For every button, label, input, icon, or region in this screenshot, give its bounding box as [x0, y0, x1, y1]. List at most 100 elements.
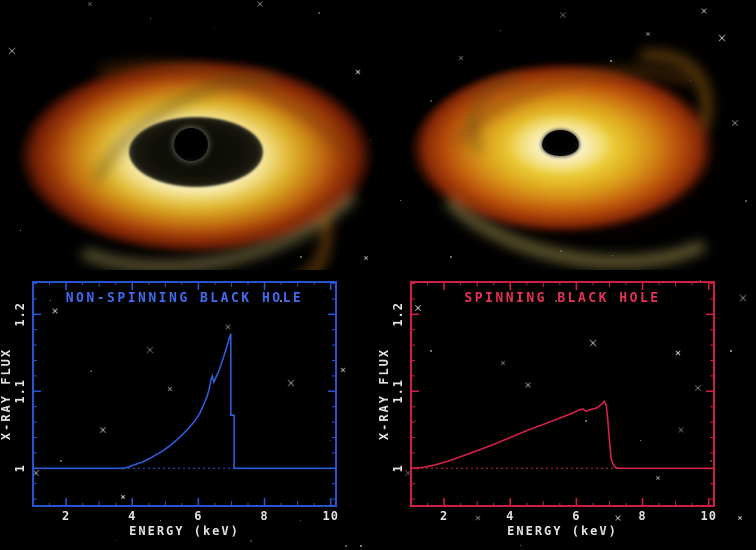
star-dot	[50, 300, 51, 301]
star-sparkle-icon	[88, 2, 93, 7]
star-dot	[20, 230, 21, 231]
star-dot	[160, 520, 161, 521]
nonspinning-spectrum-chart: 2 4 6 8 10 1 1.1 1.2 ENERGY (keV) X-RAY FLUX NON-S…	[0, 281, 338, 538]
star-sparkle-icon	[739, 294, 748, 303]
y-tick-label: 1.1	[391, 379, 405, 404]
x-tick-label: 10	[700, 509, 716, 523]
y-tick-label: 1	[13, 464, 27, 472]
star-dot	[710, 460, 712, 462]
star-dot	[730, 350, 732, 352]
star-sparkle-icon	[718, 34, 727, 43]
star-dot	[430, 100, 432, 102]
x-tick-label: 6	[194, 509, 202, 523]
spectrum-curve	[410, 399, 714, 470]
star-sparkle-icon	[99, 426, 107, 434]
star-dot	[360, 545, 362, 547]
star-sparkle-icon	[678, 427, 685, 434]
x-tick-label: 4	[128, 509, 136, 523]
star-sparkle-icon	[364, 256, 369, 261]
nonspinning-blackhole-illustration	[0, 0, 378, 270]
star-dot	[400, 200, 401, 201]
star-sparkle-icon	[355, 69, 361, 75]
star-sparkle-icon	[646, 32, 651, 37]
star-dot	[318, 12, 320, 14]
spectrum-curve	[33, 333, 336, 470]
x-tick-label: 6	[572, 509, 580, 523]
star-sparkle-icon	[589, 339, 598, 348]
star-sparkle-icon	[32, 469, 40, 477]
y-tick-label: 1.2	[13, 302, 27, 327]
star-dot	[150, 18, 151, 19]
star-sparkle-icon	[675, 350, 681, 356]
star-sparkle-icon	[287, 379, 296, 388]
x-tick-label: 8	[260, 509, 268, 523]
star-dot	[470, 300, 471, 301]
x-axis-label: ENERGY (keV)	[129, 524, 240, 538]
star-dot	[700, 280, 701, 281]
star-dot	[200, 300, 201, 301]
x-tick-label: 2	[440, 509, 448, 523]
x-tick-label: 2	[62, 509, 70, 523]
star-sparkle-icon	[475, 515, 481, 521]
star-sparkle-icon	[404, 469, 413, 478]
star-sparkle-icon	[146, 346, 155, 355]
star-sparkle-icon	[525, 382, 532, 389]
star-dot	[450, 256, 452, 258]
star-sparkle-icon	[52, 308, 59, 315]
star-dot	[415, 420, 416, 421]
black-hole-shadow	[542, 130, 579, 156]
star-dot	[612, 255, 613, 256]
star-sparkle-icon	[656, 476, 661, 481]
star-dot	[640, 440, 641, 441]
star-sparkle-icon	[167, 386, 173, 392]
star-dot	[330, 440, 331, 441]
chart-title: NON-SPINNING BLACK HOLE	[66, 291, 304, 306]
y-tick-label: 1.1	[13, 379, 27, 404]
star-sparkle-icon	[121, 495, 126, 500]
star-dot	[555, 300, 557, 302]
star-dot	[585, 420, 587, 422]
star-dot	[280, 300, 282, 302]
black-hole-shadow	[174, 128, 208, 161]
star-dot	[60, 460, 62, 462]
y-tick-label: 1.2	[391, 302, 405, 327]
star-dot	[115, 540, 116, 541]
x-tick-label: 4	[506, 509, 514, 523]
star-dot	[745, 200, 747, 202]
x-tick-label: 10	[322, 509, 338, 523]
y-axis-label: X-RAY FLUX	[378, 348, 391, 440]
plot-frame	[410, 281, 715, 507]
star-dot	[300, 256, 302, 258]
star-sparkle-icon	[8, 47, 17, 56]
star-dot	[214, 28, 215, 29]
star-sparkle-icon	[738, 516, 743, 521]
star-dot	[610, 60, 612, 62]
spinning-spectrum-chart: 2 4 6 8 10 1 1.1 1.2 ENERGY (keV) X-RAY FLUX SPINN…	[378, 281, 716, 538]
spinning-blackhole-illustration	[378, 0, 756, 270]
star-sparkle-icon	[414, 304, 422, 312]
star-dot	[500, 30, 501, 31]
star-dot	[430, 350, 432, 352]
star-sparkle-icon	[701, 8, 708, 15]
star-sparkle-icon	[731, 119, 739, 127]
star-dot	[300, 520, 301, 521]
star-sparkle-icon	[559, 11, 567, 19]
star-dot	[520, 545, 521, 546]
chart-title: SPINNING BLACK HOLE	[464, 291, 660, 306]
star-sparkle-icon	[615, 515, 622, 522]
star-dot	[345, 545, 347, 547]
star-dot	[690, 80, 691, 81]
star-sparkle-icon	[257, 1, 264, 8]
y-axis-label: X-RAY FLUX	[0, 348, 13, 440]
star-dot	[250, 540, 252, 542]
star-sparkle-icon	[501, 361, 506, 366]
star-sparkle-icon	[694, 384, 702, 392]
star-dot	[90, 370, 92, 372]
y-tick-label: 1	[391, 464, 405, 472]
plot-frame	[32, 281, 337, 507]
star-sparkle-icon	[340, 367, 346, 373]
star-sparkle-icon	[458, 55, 464, 61]
x-axis-label: ENERGY (keV)	[507, 524, 618, 538]
x-tick-label: 8	[638, 509, 646, 523]
